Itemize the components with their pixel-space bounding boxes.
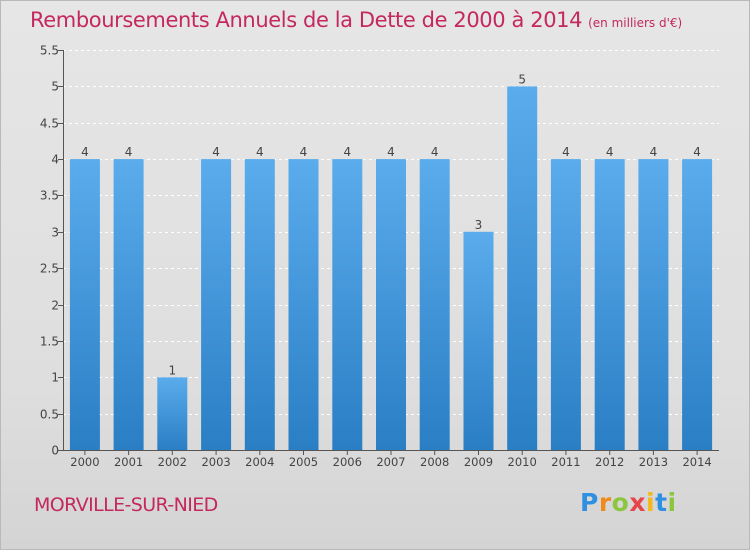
x-tick-label: 2011 — [551, 455, 580, 469]
y-tick-label: 1 — [51, 371, 59, 385]
proxiti-logo: Proxiti — [580, 488, 677, 517]
bar — [376, 159, 406, 450]
y-tick-label: 0 — [51, 444, 59, 458]
bar-value-label: 4 — [387, 145, 395, 159]
bar — [157, 377, 188, 450]
chart-title-text: Remboursements Annuels de la Dette de 20… — [30, 8, 583, 32]
x-tick-label: 2008 — [420, 455, 449, 469]
bar — [332, 159, 363, 450]
bar-value-label: 4 — [606, 145, 614, 159]
bar-value-label: 3 — [475, 218, 483, 232]
y-tick-label: 5 — [51, 80, 59, 94]
x-tick-label: 2002 — [158, 455, 187, 469]
chart-title: Remboursements Annuels de la Dette de 20… — [30, 8, 682, 32]
y-tick-label: 3 — [51, 226, 59, 240]
bar — [507, 86, 538, 451]
bar-value-label: 4 — [81, 145, 89, 159]
x-tick-label: 2004 — [245, 455, 274, 469]
logo-letter: i — [646, 488, 656, 517]
bar-value-label: 4 — [256, 145, 264, 159]
bar-value-label: 4 — [125, 145, 133, 159]
logo-letter: x — [629, 488, 646, 517]
bar — [201, 159, 232, 450]
bar-value-label: 4 — [650, 145, 658, 159]
bar-value-label: 4 — [300, 145, 308, 159]
x-tick-label: 2005 — [289, 455, 318, 469]
logo-letter: r — [598, 488, 612, 517]
y-tick-label: 2 — [51, 299, 59, 313]
bar — [69, 159, 100, 450]
y-tick-label: 0.5 — [40, 408, 59, 422]
axes — [58, 50, 719, 455]
bar — [682, 159, 713, 450]
x-tick-label: 2009 — [464, 455, 493, 469]
bar — [419, 159, 450, 450]
x-tick-label: 2007 — [376, 455, 405, 469]
bar — [244, 159, 275, 450]
x-tick-label: 2000 — [70, 455, 99, 469]
x-tick-label: 2001 — [114, 455, 143, 469]
bar-value-label: 4 — [693, 145, 701, 159]
x-tick-label: 2012 — [595, 455, 624, 469]
chart-subtitle: (en milliers d'€) — [588, 16, 683, 30]
bar — [638, 159, 669, 450]
bar-value-label: 4 — [343, 145, 351, 159]
place-name: MORVILLE-SUR-NIED — [34, 494, 218, 516]
x-tick-label: 2006 — [333, 455, 362, 469]
y-tick-label: 5.5 — [40, 44, 59, 58]
bar-value-label: 1 — [168, 363, 176, 377]
x-tick-label: 2003 — [201, 455, 230, 469]
logo-letter: i — [667, 488, 677, 517]
x-tick-label: 2013 — [639, 455, 668, 469]
logo-letter: t — [655, 488, 668, 517]
bar — [550, 159, 581, 450]
x-tick-label: 2010 — [508, 455, 537, 469]
bar-value-label: 4 — [562, 145, 570, 159]
bar — [288, 159, 319, 450]
bar — [113, 159, 144, 450]
y-tick-label: 4 — [51, 153, 59, 167]
y-tick-label: 1.5 — [40, 335, 59, 349]
logo-letter: P — [580, 488, 599, 517]
logo-letter: o — [611, 488, 630, 517]
bar — [463, 231, 494, 450]
bar — [594, 159, 625, 450]
bar-value-label: 4 — [431, 145, 439, 159]
y-tick-label: 3.5 — [40, 189, 59, 203]
bar-value-label: 4 — [212, 145, 220, 159]
labels: 0 0.5 1 1.5 2 2.5 3 3.5 4 4.5 5 5.5 4 2000 4 2001 1 2002 4… — [40, 44, 712, 470]
bar-value-label: 5 — [518, 72, 526, 86]
bars — [69, 86, 713, 451]
y-tick-label: 4.5 — [40, 117, 59, 131]
x-tick-label: 2014 — [682, 455, 711, 469]
y-tick-label: 2.5 — [40, 262, 59, 276]
